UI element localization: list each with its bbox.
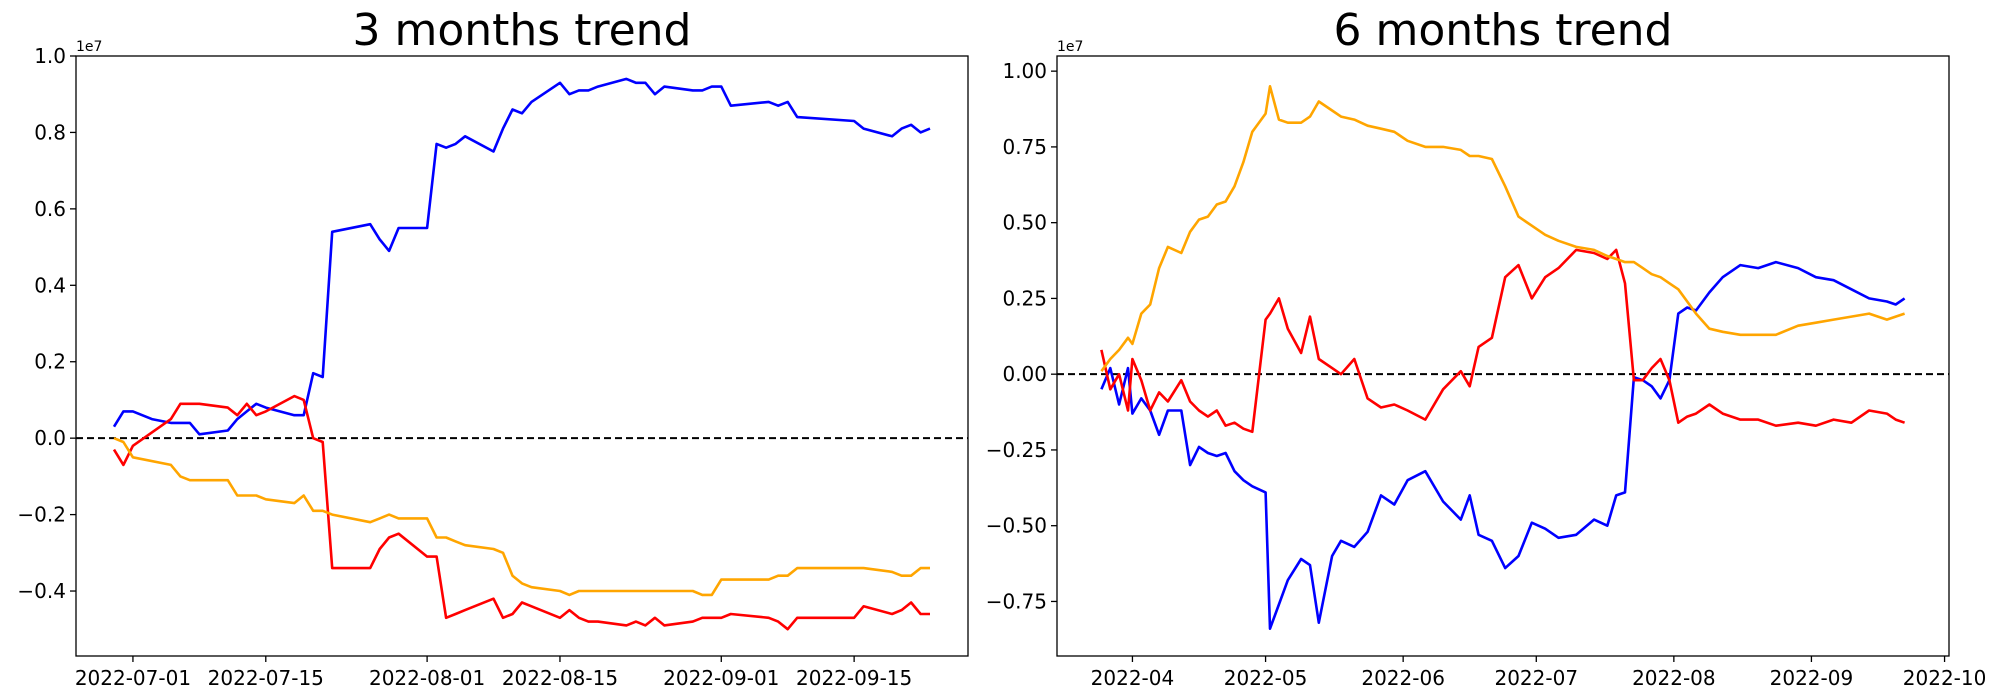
axis-ticks: 2022-04 2022-05 2022-06 2022-07 2022-08 2022-… [986,59,1987,690]
y-tick-label: 1.0 [34,44,66,68]
y-tick-label: −0.50 [986,514,1047,538]
x-tick-label: 2022-09-15 [796,666,912,690]
x-tick-label: 2022-10 [1903,666,1987,690]
y-tick-label: 0.6 [34,197,66,221]
series-line-red [1100,248,1906,434]
x-tick-label: 2022-06 [1361,666,1445,690]
x-tick-label: 2022-07-01 [75,666,191,690]
y-tick-label: 1.00 [1002,59,1047,83]
x-tick-label: 2022-07-15 [208,666,324,690]
chart-6-months: 6 months trend 1e7 2022-04 2022-05 2022-06… [986,5,1987,690]
series-line-blue [112,77,931,436]
series-lines [1057,85,1949,631]
x-tick-label: 2022-08-01 [369,666,485,690]
plot-area-frame [75,55,969,657]
chart-3-months: 3 months trend 1e7 2022-07-01 2022-07-15 2… [17,5,969,690]
x-tick-label: 2022-08 [1632,666,1716,690]
y-tick-label: 0.2 [34,350,66,374]
y-tick-label: 0.25 [1002,286,1047,310]
series-lines [76,77,968,631]
series-line-red [112,394,930,631]
y-tick-label: −0.25 [986,438,1047,462]
chart-title: 6 months trend [1334,5,1673,56]
axis-ticks: 2022-07-01 2022-07-15 2022-08-01 2022-08-15… [17,44,912,690]
y-tick-label: 0.00 [1002,362,1047,386]
y-tick-label: −0.75 [986,589,1047,613]
y-tick-label: 0.50 [1002,211,1047,235]
y-tick-label: −0.2 [17,503,66,527]
y-offset-label: 1e7 [1057,39,1083,55]
series-line-blue [1100,260,1906,631]
series-line-orange [113,436,930,597]
x-tick-label: 2022-07 [1494,666,1578,690]
y-tick-label: 0.4 [34,273,66,297]
y-tick-label: −0.4 [17,579,66,603]
series-line-orange [1100,85,1906,372]
x-tick-label: 2022-04 [1091,666,1175,690]
y-offset-label: 1e7 [76,39,102,55]
y-tick-label: 0.75 [1002,135,1047,159]
x-tick-label: 2022-05 [1224,666,1308,690]
x-tick-label: 2022-09 [1770,666,1854,690]
y-tick-label: 0.8 [34,120,66,144]
y-tick-label: 0.0 [34,426,66,450]
x-tick-label: 2022-08-15 [502,666,618,690]
x-tick-label: 2022-09-01 [663,666,779,690]
chart-title: 3 months trend [353,5,692,56]
plot-area-frame [1056,55,1950,657]
